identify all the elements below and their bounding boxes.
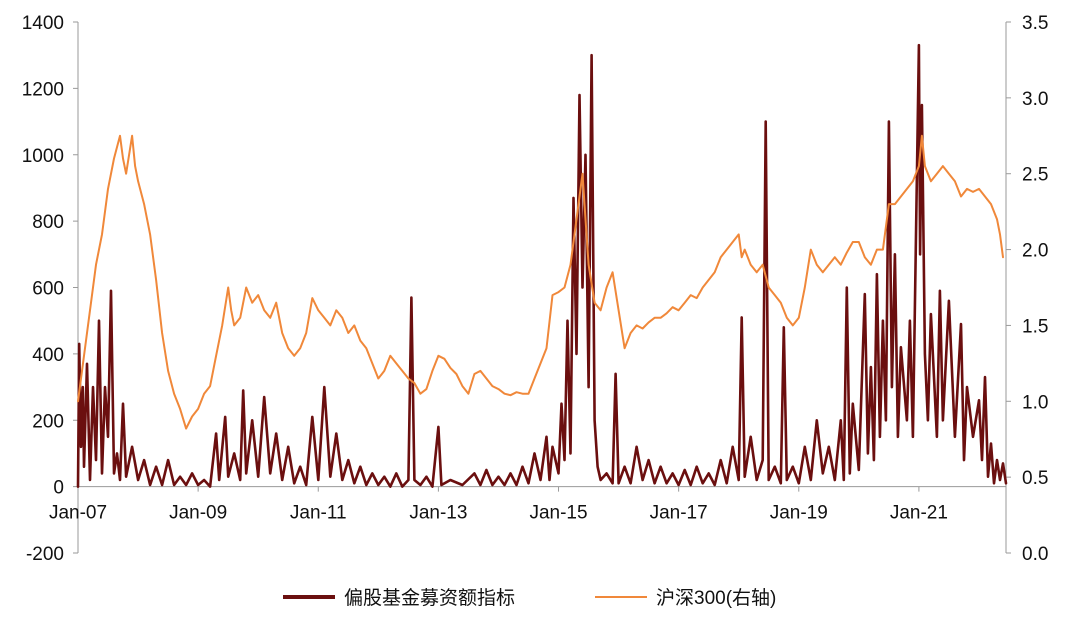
y-right-tick-label: 1.0 [1022, 392, 1048, 413]
y-right-tick-label: 0.5 [1022, 468, 1048, 489]
series-layer [76, 43, 1008, 488]
y-right-tick-label: 2.0 [1022, 241, 1048, 262]
x-tick-label: Jan-15 [529, 503, 587, 524]
x-tick-label: Jan-07 [49, 503, 107, 524]
y-left-tick-label: 1000 [22, 146, 64, 167]
y-right-tick-label: 3.0 [1022, 89, 1048, 110]
y-right-tick-label: 1.5 [1022, 316, 1048, 337]
x-tick-label: Jan-11 [290, 503, 347, 524]
y-left-tick-label: -200 [26, 544, 64, 565]
legend-label: 沪深300(右轴) [656, 587, 776, 609]
series-line-csi300 [77, 134, 1004, 430]
y-left-tick-label: 400 [32, 345, 64, 366]
x-tick-label: Jan-19 [770, 503, 828, 524]
y-left-tick-label: 200 [32, 411, 64, 432]
y-left-tick-label: 800 [32, 212, 64, 233]
legend: 偏股基金募资额指标 沪深300(右轴) [283, 587, 776, 609]
x-tick-label: Jan-13 [409, 503, 467, 524]
y-right-tick-label: 0.0 [1022, 544, 1048, 565]
y-right-tick-label: 3.5 [1022, 13, 1048, 34]
y-left-tick-label: 600 [32, 279, 64, 300]
axes-layer: -200 0 200 400 600 800 1000 1200 1400 0.0 0.5 1.0 1.… [22, 13, 1049, 565]
legend-label: 偏股基金募资额指标 [344, 587, 515, 609]
y-left-tick-label: 1400 [22, 13, 64, 34]
x-tick-label: Jan-21 [890, 503, 948, 524]
y-right-tick-label: 2.5 [1022, 165, 1048, 186]
y-left-tick-label: 1200 [22, 79, 64, 100]
series-line-fund-raising [76, 43, 1008, 488]
y-left-tick-label: 0 [53, 478, 64, 499]
x-tick-label: Jan-09 [169, 503, 227, 524]
x-tick-label: Jan-17 [650, 503, 708, 524]
